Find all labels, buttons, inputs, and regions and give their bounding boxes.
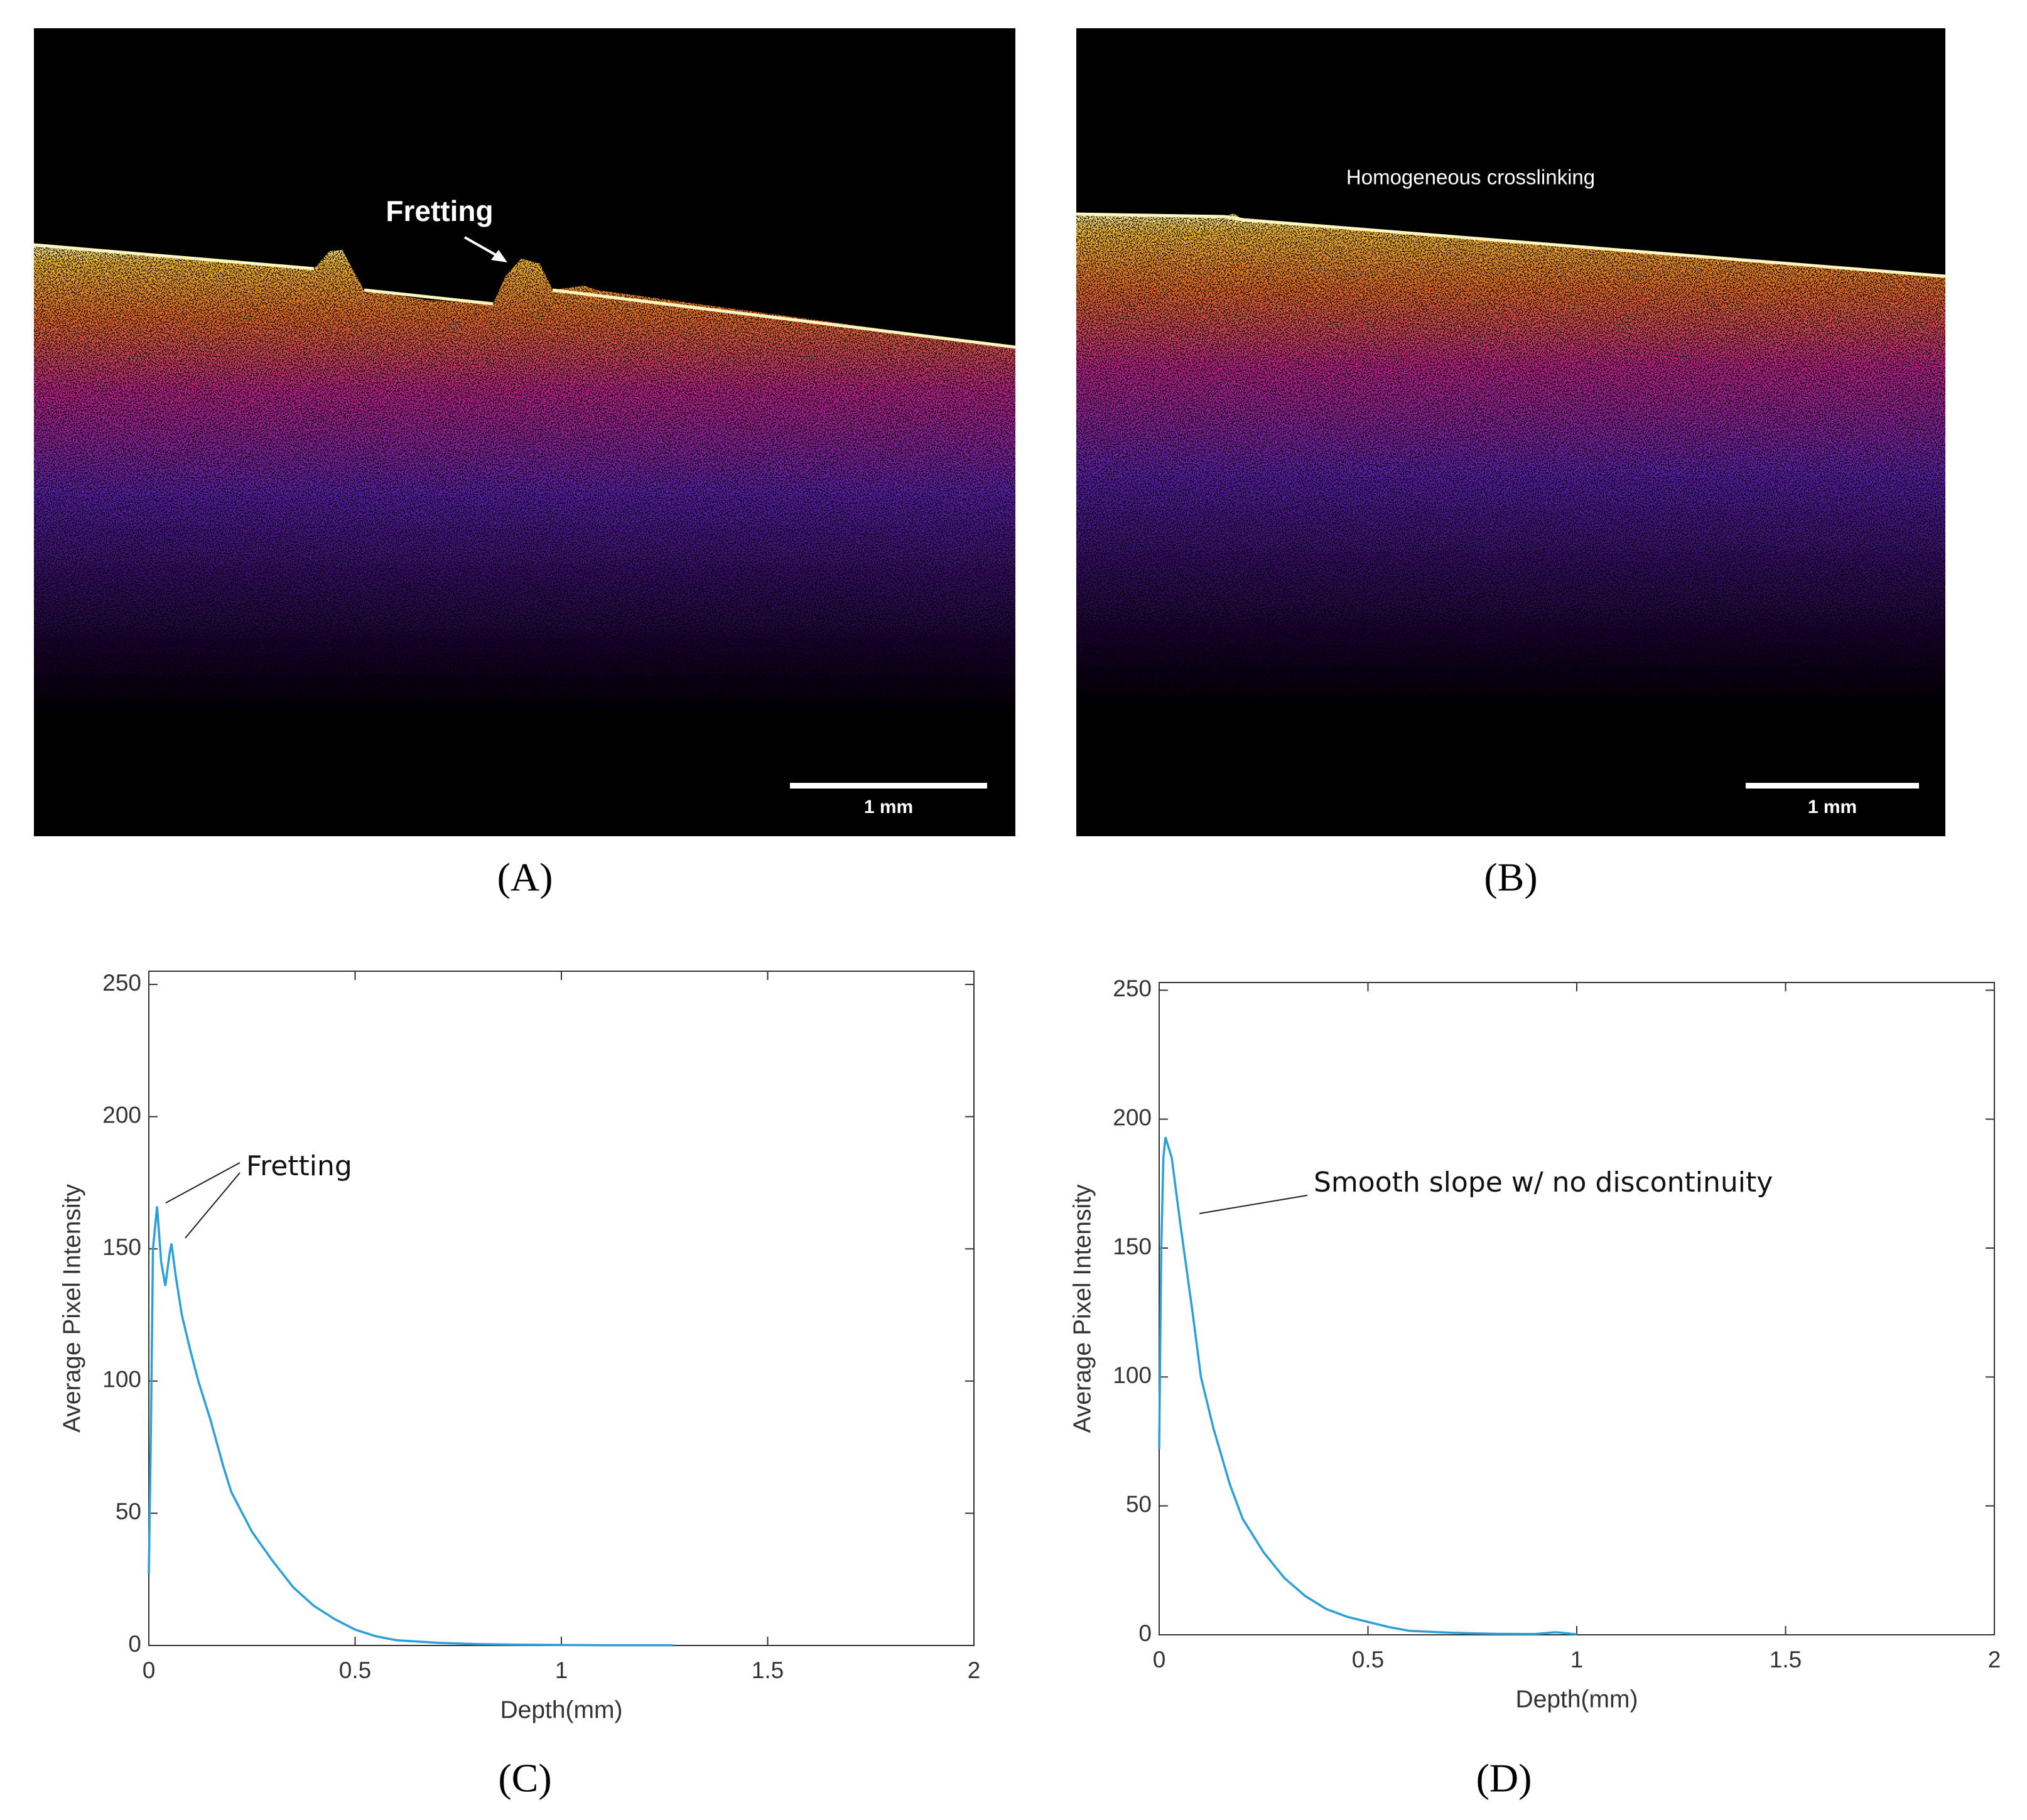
annotation-line: [165, 1162, 241, 1203]
x-tick-label: 1.5: [1770, 1647, 1802, 1672]
scale-bar-label: 1 mm: [1808, 797, 1857, 817]
y-tick-label: 50: [1126, 1491, 1152, 1517]
x-tick-label: 2: [968, 1657, 981, 1683]
x-tick-label: 2: [1988, 1647, 2001, 1672]
x-tick-label: 1: [1570, 1647, 1584, 1672]
scale-bar-label: 1 mm: [864, 797, 913, 817]
annotation-line: [1199, 1195, 1308, 1214]
x-tick-label: 0.5: [339, 1657, 371, 1683]
y-tick-label: 150: [102, 1234, 141, 1260]
y-axis-label: Average Pixel Intensity: [58, 1184, 85, 1433]
y-axis-label: Average Pixel Intensity: [1069, 1184, 1096, 1433]
chart-annotation: Fretting: [246, 1150, 352, 1182]
y-tick-label: 0: [1138, 1620, 1152, 1646]
y-tick-label: 100: [1113, 1362, 1152, 1388]
panel-label: (B): [1484, 855, 1537, 900]
chart-annotation: Smooth slope w/ no discontinuity: [1314, 1166, 1773, 1198]
plot-frame: [148, 971, 975, 1646]
x-tick-label: 1: [555, 1657, 568, 1683]
panel-label: (A): [497, 855, 553, 900]
data-line: [1158, 1136, 1577, 1635]
y-tick-label: 200: [102, 1102, 141, 1128]
plot-frame: [1159, 982, 1995, 1635]
y-tick-label: 150: [1113, 1234, 1152, 1259]
x-axis-label: Depth(mm): [500, 1696, 622, 1723]
x-tick-label: 0: [1153, 1647, 1166, 1672]
y-tick-label: 0: [128, 1631, 141, 1657]
oct-image-a: Fretting 1 mm (A): [33, 28, 1016, 900]
image-annotation: Fretting: [386, 195, 493, 227]
data-line: [148, 1206, 673, 1647]
y-tick-label: 250: [102, 970, 141, 996]
x-tick-label: 1.5: [752, 1657, 784, 1683]
x-tick-label: 0: [143, 1657, 156, 1683]
image-annotation: Homogeneous crosslinking: [1346, 166, 1595, 189]
panel-label: (C): [498, 1756, 551, 1801]
y-tick-label: 250: [1113, 976, 1152, 1001]
panel-label: (D): [1476, 1756, 1532, 1801]
x-axis-label: Depth(mm): [1515, 1686, 1638, 1713]
y-tick-label: 100: [102, 1367, 141, 1392]
oct-image-b: Homogeneous crosslinking 1 mm (B): [1076, 28, 1946, 900]
annotation-line: [185, 1172, 241, 1239]
y-tick-label: 200: [1113, 1104, 1152, 1130]
x-tick-label: 0.5: [1352, 1647, 1384, 1672]
y-tick-label: 50: [116, 1499, 141, 1524]
